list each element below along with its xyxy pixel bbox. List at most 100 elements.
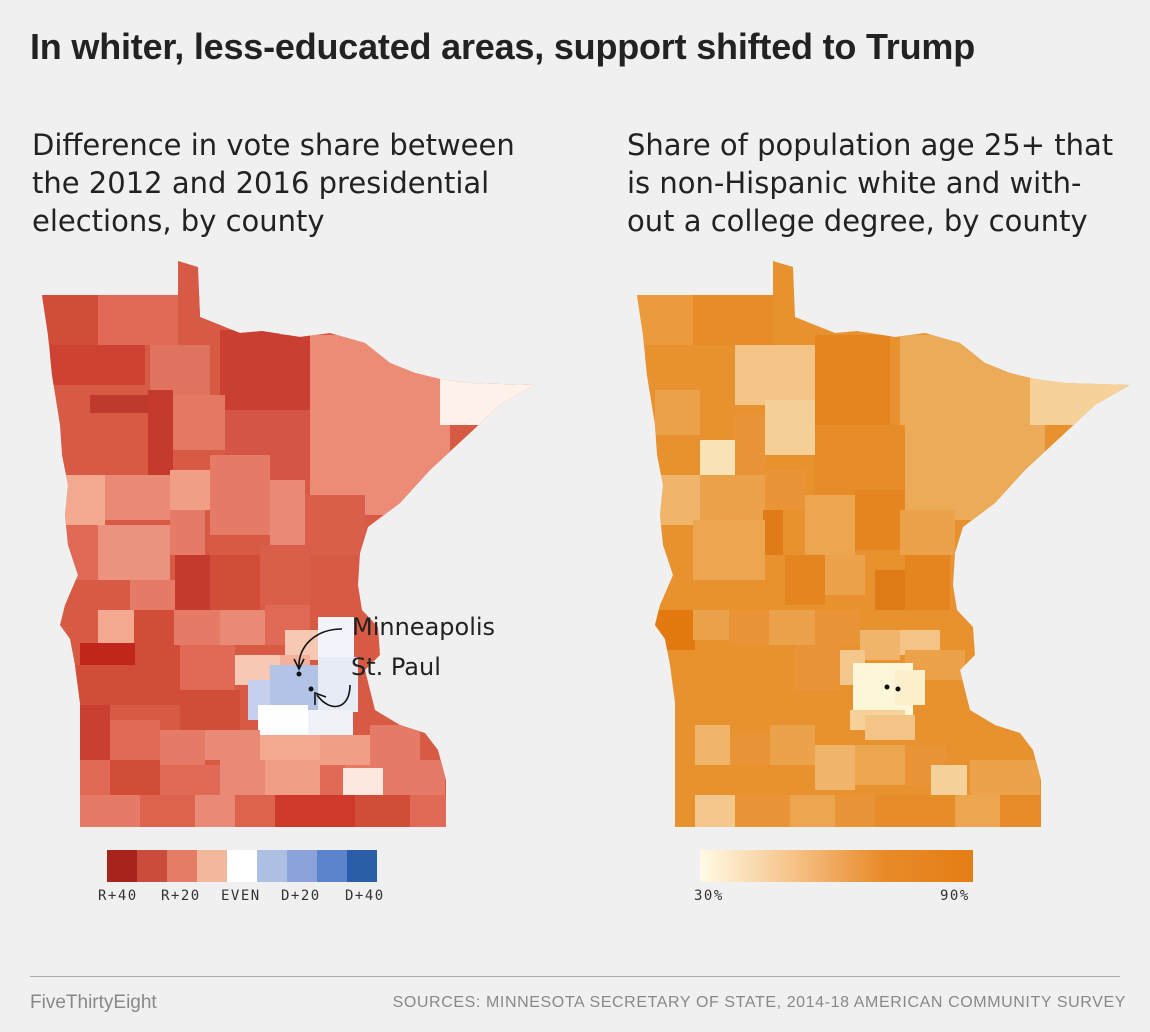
county (795, 645, 840, 690)
st-paul-arrow (316, 684, 351, 708)
county (110, 720, 160, 760)
legend-swatch (167, 850, 197, 882)
county (318, 617, 354, 657)
county (178, 295, 223, 335)
county (765, 400, 815, 455)
county (855, 745, 905, 785)
minneapolis-dot (884, 684, 890, 690)
county (68, 580, 128, 610)
county (220, 760, 265, 795)
county (815, 610, 860, 645)
county (763, 510, 783, 555)
county (170, 470, 210, 510)
county (320, 735, 370, 765)
legend-label: D+40 (345, 888, 385, 904)
county (320, 765, 345, 795)
right-subtitle-line: is non-Hispanic white and with- (627, 166, 1082, 200)
county (260, 735, 320, 760)
minneapolis-dot (296, 671, 302, 677)
county (693, 610, 729, 640)
sources-note: SOURCES: MINNESOTA SECRETARY OF STATE, 2… (392, 994, 1126, 1011)
county (900, 335, 1045, 520)
county (60, 475, 105, 525)
county (1030, 365, 1130, 425)
county (220, 330, 280, 410)
legend-swatch (257, 850, 287, 882)
county (815, 425, 905, 495)
legend-swatch (107, 850, 137, 882)
county (60, 525, 98, 585)
county (905, 555, 950, 610)
left-subtitle-line: Difference in vote share between (32, 128, 515, 162)
legend-swatch (137, 850, 167, 882)
county (105, 475, 170, 520)
county (875, 795, 955, 827)
county (825, 555, 865, 595)
legend-label: D+20 (281, 888, 321, 904)
county (80, 643, 135, 665)
education-legend: 30% 90% (694, 850, 973, 910)
county (860, 630, 900, 660)
st-paul-dot (308, 686, 314, 692)
county (655, 475, 700, 525)
st-paul-label: St. Paul (351, 653, 441, 681)
legend-gradient-bar (700, 850, 973, 882)
county (130, 580, 175, 610)
county (790, 795, 835, 827)
county (815, 745, 855, 790)
county (370, 725, 420, 765)
education-map (637, 261, 1130, 827)
legend-label: R+40 (98, 888, 138, 904)
legend-label: EVEN (221, 888, 261, 904)
right-subtitle-line: out a college degree, by county (627, 204, 1088, 238)
county (637, 295, 693, 345)
county (693, 520, 765, 580)
county (80, 795, 140, 827)
legend-swatch (317, 850, 347, 882)
county (280, 335, 310, 415)
county (855, 490, 905, 550)
county (835, 795, 875, 827)
county (205, 730, 260, 760)
vote-shift-map (42, 261, 535, 827)
legend-labels: 30% 90% (694, 888, 973, 910)
county (645, 345, 740, 390)
county (160, 730, 205, 765)
st-paul-dot (895, 686, 901, 692)
county (865, 715, 915, 740)
county (700, 440, 735, 475)
brand-name: FiveThirtyEight (30, 992, 157, 1013)
county (195, 795, 235, 827)
county (160, 765, 220, 795)
county (80, 760, 110, 795)
minneapolis-label: Minneapolis (352, 613, 496, 641)
county (785, 555, 825, 605)
county (50, 345, 145, 385)
county (310, 335, 450, 515)
county (440, 365, 535, 425)
county (42, 295, 98, 345)
legend-swatch (287, 850, 317, 882)
legend-swatch (227, 850, 257, 882)
county (729, 610, 769, 645)
county (735, 795, 790, 827)
vote-shift-legend: R+40 R+20 EVEN D+20 D+40 (98, 850, 383, 910)
county (900, 510, 955, 555)
legend-swatch (197, 850, 227, 882)
legend-swatch (347, 850, 377, 882)
county (110, 760, 160, 795)
county (173, 395, 225, 450)
county (1000, 795, 1045, 827)
county (275, 795, 355, 827)
county (265, 760, 320, 795)
county (70, 665, 135, 705)
county (735, 415, 765, 475)
county (220, 610, 265, 645)
county (174, 610, 220, 645)
county (655, 390, 700, 435)
county (355, 795, 410, 827)
county (955, 795, 1000, 827)
left-subtitle-line: elections, by county (32, 204, 325, 238)
county (815, 335, 890, 425)
county (180, 645, 235, 690)
